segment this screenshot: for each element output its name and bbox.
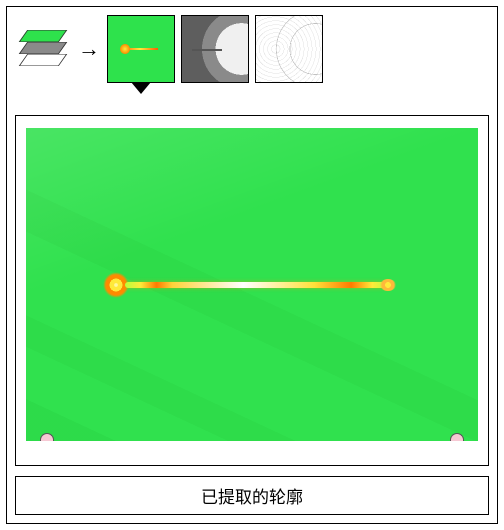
stack-layer xyxy=(19,54,67,66)
nub-right xyxy=(450,433,464,441)
streak xyxy=(125,282,387,288)
thumbnail-strip: → xyxy=(15,15,489,105)
selected-marker-icon xyxy=(131,82,151,94)
streak-tail xyxy=(380,279,396,291)
layer-stack-icon xyxy=(15,21,71,77)
thumb-grayscale[interactable] xyxy=(181,15,249,83)
preview-pane xyxy=(15,115,489,466)
thumb-edges-wrap xyxy=(255,15,323,94)
stack-layer xyxy=(19,30,67,42)
thumb-heatmap-wrap xyxy=(107,15,175,94)
thumb-grayscale-wrap xyxy=(181,15,249,94)
arrow-icon: → xyxy=(77,21,101,77)
caption-bar: 已提取的轮廓 xyxy=(15,476,489,515)
thumb-heatmap[interactable] xyxy=(107,15,175,83)
caption-text: 已提取的轮廓 xyxy=(201,488,303,507)
preview-image xyxy=(26,128,478,441)
panel-root: → 已提取的轮廓 xyxy=(6,6,498,524)
nub-left xyxy=(40,433,54,441)
thumb-edges[interactable] xyxy=(255,15,323,83)
thumbnails xyxy=(107,15,323,94)
stack-layer xyxy=(19,42,67,54)
